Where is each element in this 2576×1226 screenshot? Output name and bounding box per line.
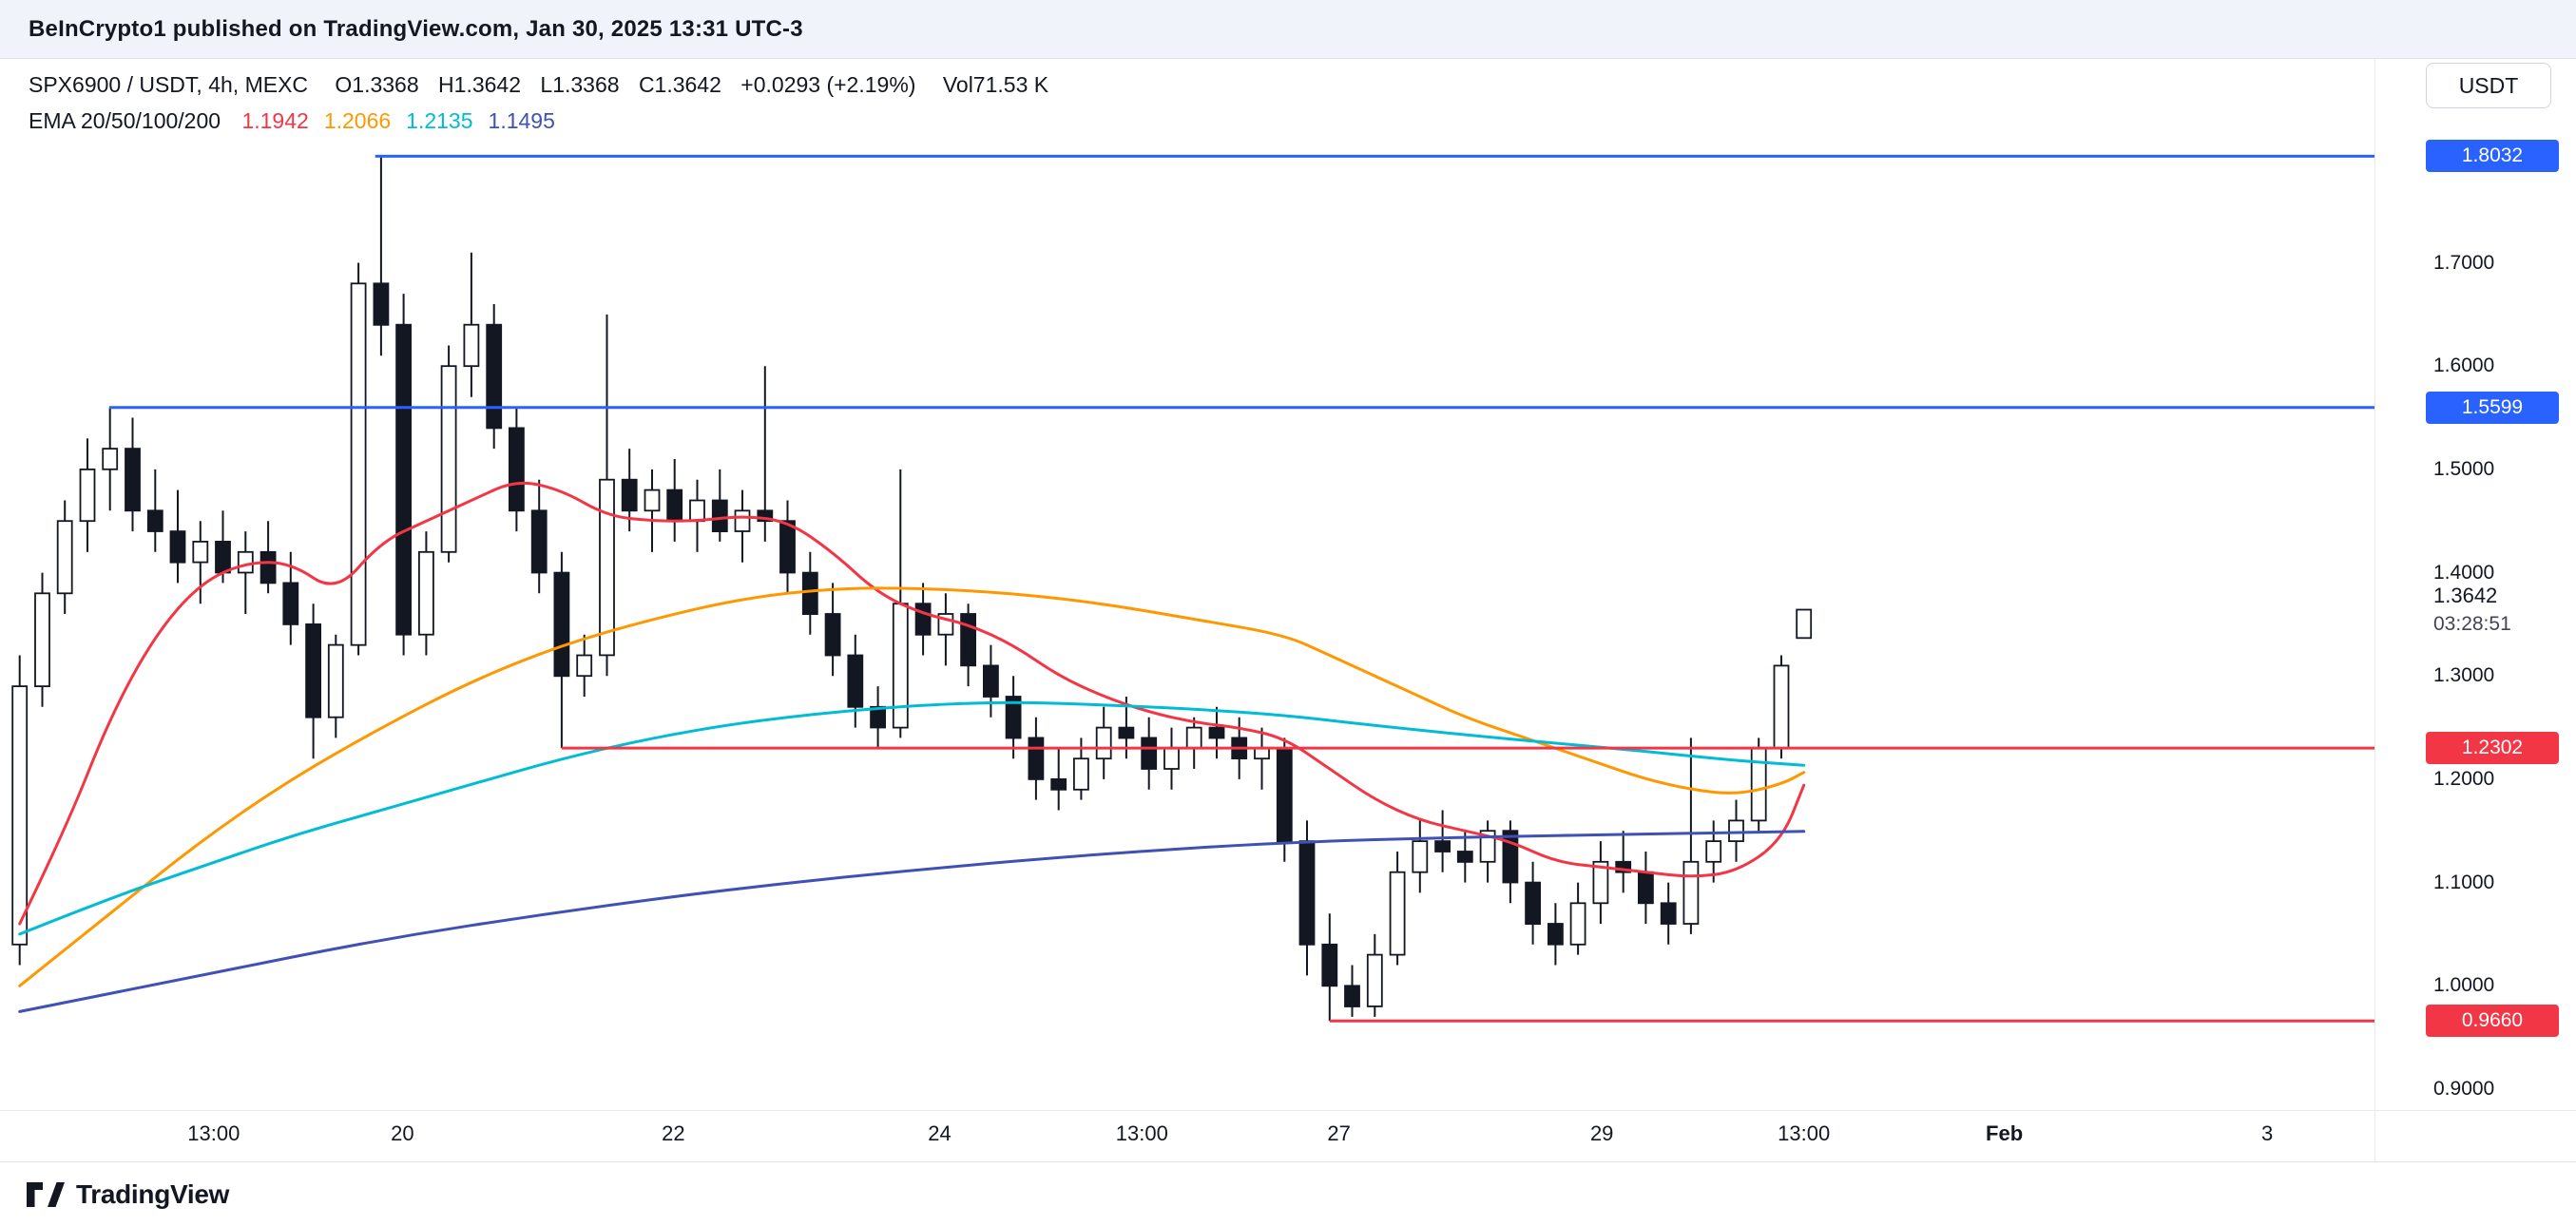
- current-price-label: 1.3642 03:28:51: [2433, 582, 2511, 639]
- volume-value: Vol71.53 K: [942, 72, 1049, 97]
- ohlc-low: L1.3368: [540, 72, 620, 97]
- price-scale[interactable]: 1.7000 1.6000 1.5000 1.4000 1.3000 1.2000 1.10…: [2374, 59, 2576, 1161]
- price-change: +0.0293 (+2.19%): [740, 72, 916, 97]
- publish-text: BeInCrypto1 published on TradingView.com…: [29, 15, 803, 42]
- chart-area[interactable]: SPX6900 / USDT, 4h, MEXC O1.3368 H1.3642…: [0, 59, 2576, 1161]
- chart-legend: SPX6900 / USDT, 4h, MEXC O1.3368 H1.3642…: [29, 67, 1048, 139]
- tradingview-logo-text: TradingView: [76, 1178, 230, 1209]
- price-tick: 1.5000: [2433, 457, 2495, 480]
- bar-countdown: 03:28:51: [2433, 612, 2511, 635]
- time-scale-separator: [0, 1110, 2576, 1111]
- publish-bar: BeInCrypto1 published on TradingView.com…: [0, 0, 2576, 59]
- currency-toggle-button[interactable]: USDT: [2426, 63, 2551, 108]
- footer-bar: TradingView: [0, 1161, 2576, 1226]
- tradingview-logo-icon: [27, 1181, 65, 1207]
- price-scale-separator: [2374, 59, 2375, 1161]
- ema-row: EMA 20/50/100/200 1.1942 1.2066 1.2135 1.14…: [29, 103, 1048, 139]
- ema-value: 1.2066: [323, 108, 392, 133]
- ohlc-close: C1.3642: [638, 72, 721, 97]
- price-tick: 1.7000: [2433, 251, 2495, 274]
- current-price: 1.3642: [2433, 583, 2498, 607]
- symbol-title[interactable]: SPX6900 / USDT, 4h, MEXC: [29, 72, 309, 97]
- ohlc-open: O1.3368: [335, 72, 419, 97]
- price-level-badge: 1.2302: [2426, 732, 2559, 765]
- price-tick: 1.4000: [2433, 561, 2495, 584]
- ema-indicator-label[interactable]: EMA 20/50/100/200: [29, 108, 221, 133]
- price-tick: 1.0000: [2433, 974, 2495, 997]
- symbol-row: SPX6900 / USDT, 4h, MEXC O1.3368 H1.3642…: [29, 67, 1048, 103]
- ema-value: 1.1495: [488, 108, 555, 133]
- price-tick: 1.2000: [2433, 767, 2495, 790]
- candlestick-chart[interactable]: [0, 59, 2374, 1161]
- price-tick: 0.9000: [2433, 1077, 2495, 1100]
- ema-values: 1.1942 1.2066 1.2135 1.1495: [241, 108, 569, 133]
- price-tick: 1.3000: [2433, 664, 2495, 687]
- price-level-badge: 1.8032: [2426, 140, 2559, 173]
- ema-value: 1.2135: [406, 108, 473, 133]
- price-tick: 1.6000: [2433, 354, 2495, 377]
- price-level-badge: 0.9660: [2426, 1005, 2559, 1038]
- ema-value: 1.1942: [241, 108, 309, 133]
- tradingview-logo[interactable]: TradingView: [27, 1179, 229, 1210]
- price-tick: 1.1000: [2433, 871, 2495, 893]
- price-level-badge: 1.5599: [2426, 391, 2559, 424]
- ohlc-high: H1.3642: [438, 72, 522, 97]
